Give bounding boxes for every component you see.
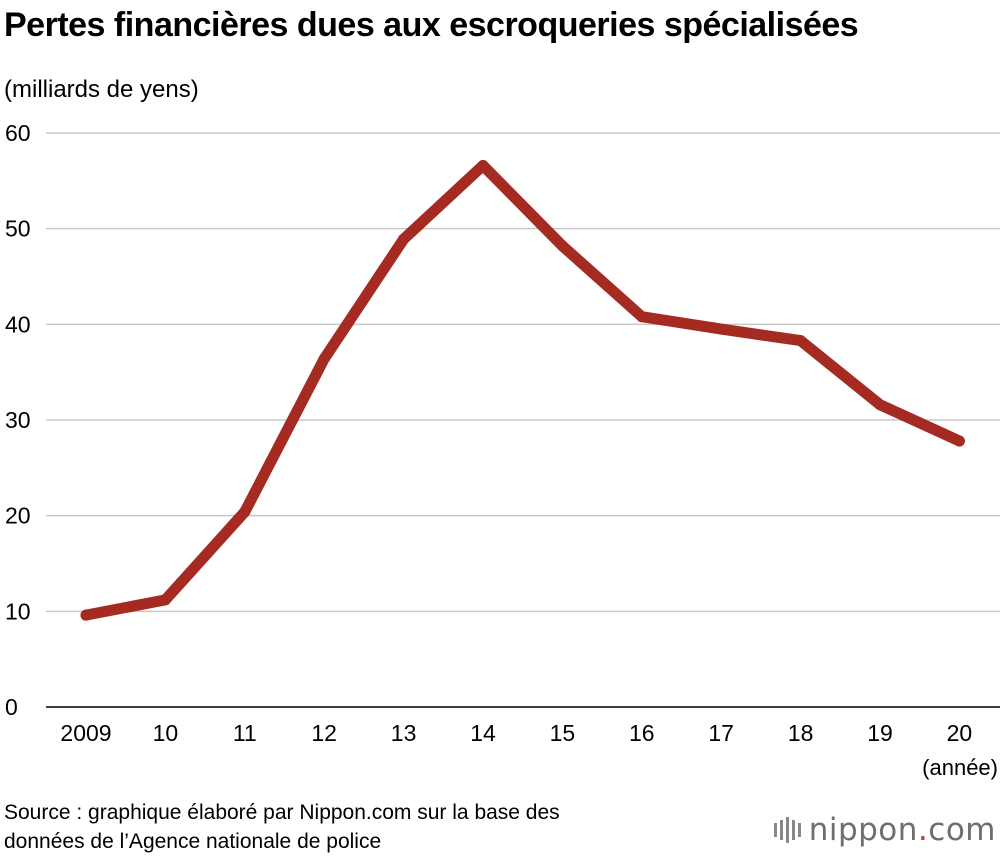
x-tick-label: 19 (867, 720, 893, 746)
y-axis-unit-label: (milliards de yens) (4, 76, 199, 103)
series-line (80, 160, 965, 621)
data-point (80, 609, 92, 621)
x-tick-label: 15 (550, 720, 576, 746)
data-point (239, 506, 251, 518)
y-tick-label: 60 (5, 120, 31, 146)
chart-title: Pertes financières dues aux escroqueries… (4, 6, 859, 44)
y-tick-label: 0 (5, 694, 18, 720)
x-axis-unit-label: (année) (922, 755, 998, 780)
x-tick-label: 14 (470, 720, 496, 746)
data-point (477, 160, 489, 172)
y-tick-label: 10 (5, 598, 31, 624)
data-point (636, 311, 648, 323)
data-point (795, 335, 807, 347)
source-line-2: données de l’Agence nationale de police (4, 830, 382, 853)
data-point (398, 233, 410, 245)
logo-bars-icon (773, 817, 801, 843)
x-tick-label: 13 (391, 720, 417, 746)
x-tick-label: 11 (233, 720, 257, 746)
logo-text: nippon (808, 812, 918, 848)
x-tick-label: 12 (311, 720, 337, 746)
x-tick-label: 20 (947, 720, 973, 746)
y-tick-label: 30 (5, 407, 31, 433)
logo-tld: com (928, 812, 996, 848)
data-point (715, 323, 727, 335)
source-note: Source : graphique élaboré par Nippon.co… (4, 798, 560, 856)
y-tick-label: 20 (5, 503, 31, 529)
data-point (318, 353, 330, 365)
data-point (159, 594, 171, 606)
data-point (874, 399, 886, 411)
source-line-1: Source : graphique élaboré par Nippon.co… (4, 801, 560, 824)
x-tick-label: 2009 (60, 720, 111, 746)
x-tick-label: 18 (788, 720, 814, 746)
y-tick-label: 40 (5, 311, 31, 337)
x-tick-label: 16 (629, 720, 655, 746)
y-tick-label: 50 (5, 216, 31, 242)
logo-dot: . (917, 812, 929, 848)
data-point (953, 435, 965, 447)
x-tick-label: 10 (153, 720, 179, 746)
nippon-logo: nippon. com (773, 812, 996, 848)
x-tick-label: 17 (708, 720, 734, 746)
data-point (556, 240, 568, 252)
